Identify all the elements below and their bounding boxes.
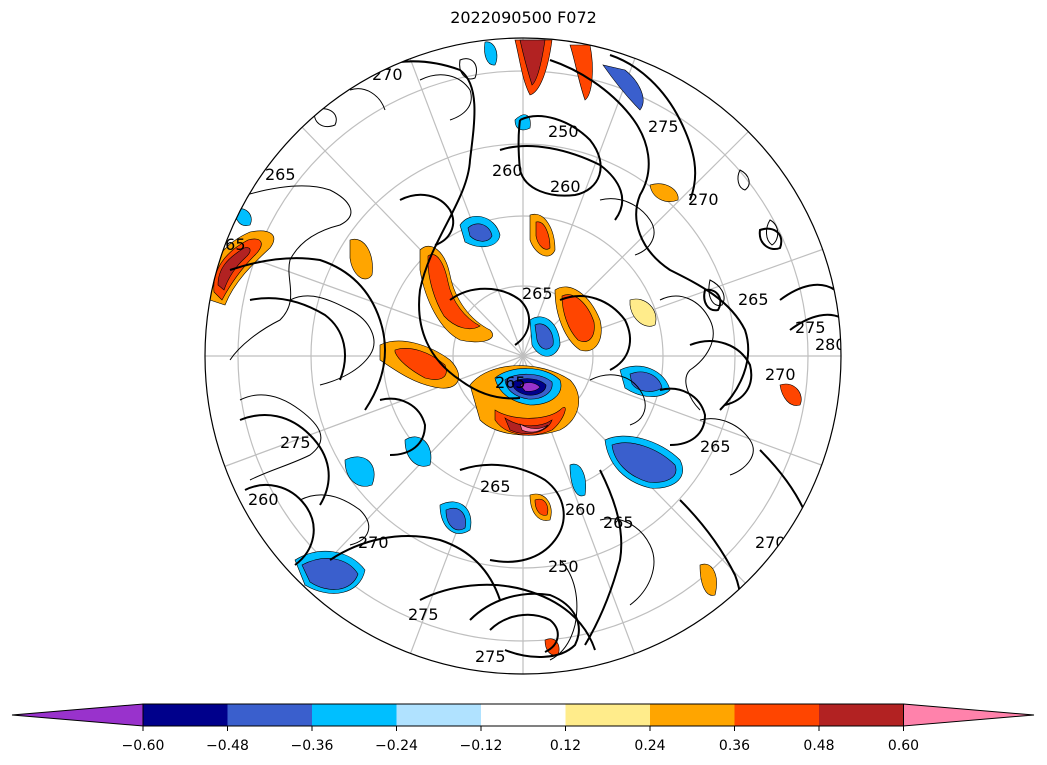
contour-label: 275 (475, 647, 506, 666)
contour-label: 260 (565, 500, 596, 519)
contour-label: 250 (548, 557, 579, 576)
colorbar-bin (396, 704, 481, 726)
colorbar-extend-high (903, 703, 1035, 727)
contour-label: 270 (765, 365, 796, 384)
contour-label: 270 (688, 190, 719, 209)
colorbar-bin (734, 704, 819, 726)
colorbar-bin (227, 704, 312, 726)
colorbar-bin (565, 704, 650, 726)
colorbar-boxes (11, 703, 1035, 727)
colorbar-tick-label: −0.12 (460, 738, 503, 754)
contour-label: 265 (480, 477, 511, 496)
contour-label: 260 (550, 177, 581, 196)
contour-labels: 270 275 250 260 265 260 270 265 265 275 … (215, 65, 846, 666)
colorbar-tick-label: 0.60 (888, 738, 919, 754)
colorbar-bin (481, 704, 566, 726)
colorbar-bin (819, 704, 904, 726)
colorbar-tick-label: −0.24 (375, 738, 418, 754)
colorbar-tick-label: −0.36 (291, 738, 334, 754)
contour-label: 275 (648, 117, 679, 136)
colorbar-outline (142, 703, 904, 727)
polar-map: 270 275 250 260 265 260 270 265 265 275 … (204, 37, 846, 675)
colorbar-extend-low (11, 703, 144, 727)
contour-label: 280 (815, 335, 846, 354)
contour-label: 260 (492, 161, 523, 180)
colorbar-tick-label: −0.60 (122, 738, 165, 754)
colorbar-tick-label: 0.12 (550, 738, 581, 754)
contour-label: 275 (408, 605, 439, 624)
contour-label: 265 (495, 373, 526, 392)
colorbar-tick-label: 0.36 (719, 738, 750, 754)
contour-label: 265 (738, 290, 769, 309)
colorbar-bin (312, 704, 397, 726)
colorbar-bin (143, 704, 228, 726)
plot-title: 2022090500 F072 (450, 8, 597, 27)
colorbar-bin (650, 704, 735, 726)
colorbar-tick-label: −0.48 (206, 738, 249, 754)
colorbar-tick-label: 0.48 (803, 738, 834, 754)
colorbar-ticks: −0.60 −0.48 −0.36 −0.24 −0.12 0.12 0.24 0.36 0.4… (122, 726, 919, 754)
contour-label: 275 (280, 433, 311, 452)
contour-label: 260 (248, 490, 279, 509)
map-content: 270 275 250 260 265 260 270 265 265 275 … (205, 38, 846, 674)
contour-label: 265 (522, 284, 553, 303)
colorbar-tick-label: 0.24 (634, 738, 665, 754)
contour-label: 265 (215, 235, 246, 254)
contour-label: 265 (265, 165, 296, 184)
map-boundary (204, 37, 842, 675)
coastlines (229, 58, 779, 661)
colorbar: −0.60 −0.48 −0.36 −0.24 −0.12 0.12 0.24 0.36 0.4… (11, 703, 1035, 754)
contour-label: 270 (358, 533, 389, 552)
contour-label: 275 (795, 318, 826, 337)
contour-label: 265 (700, 437, 731, 456)
contour-label: 265 (603, 513, 634, 532)
contour-label: 250 (548, 122, 579, 141)
